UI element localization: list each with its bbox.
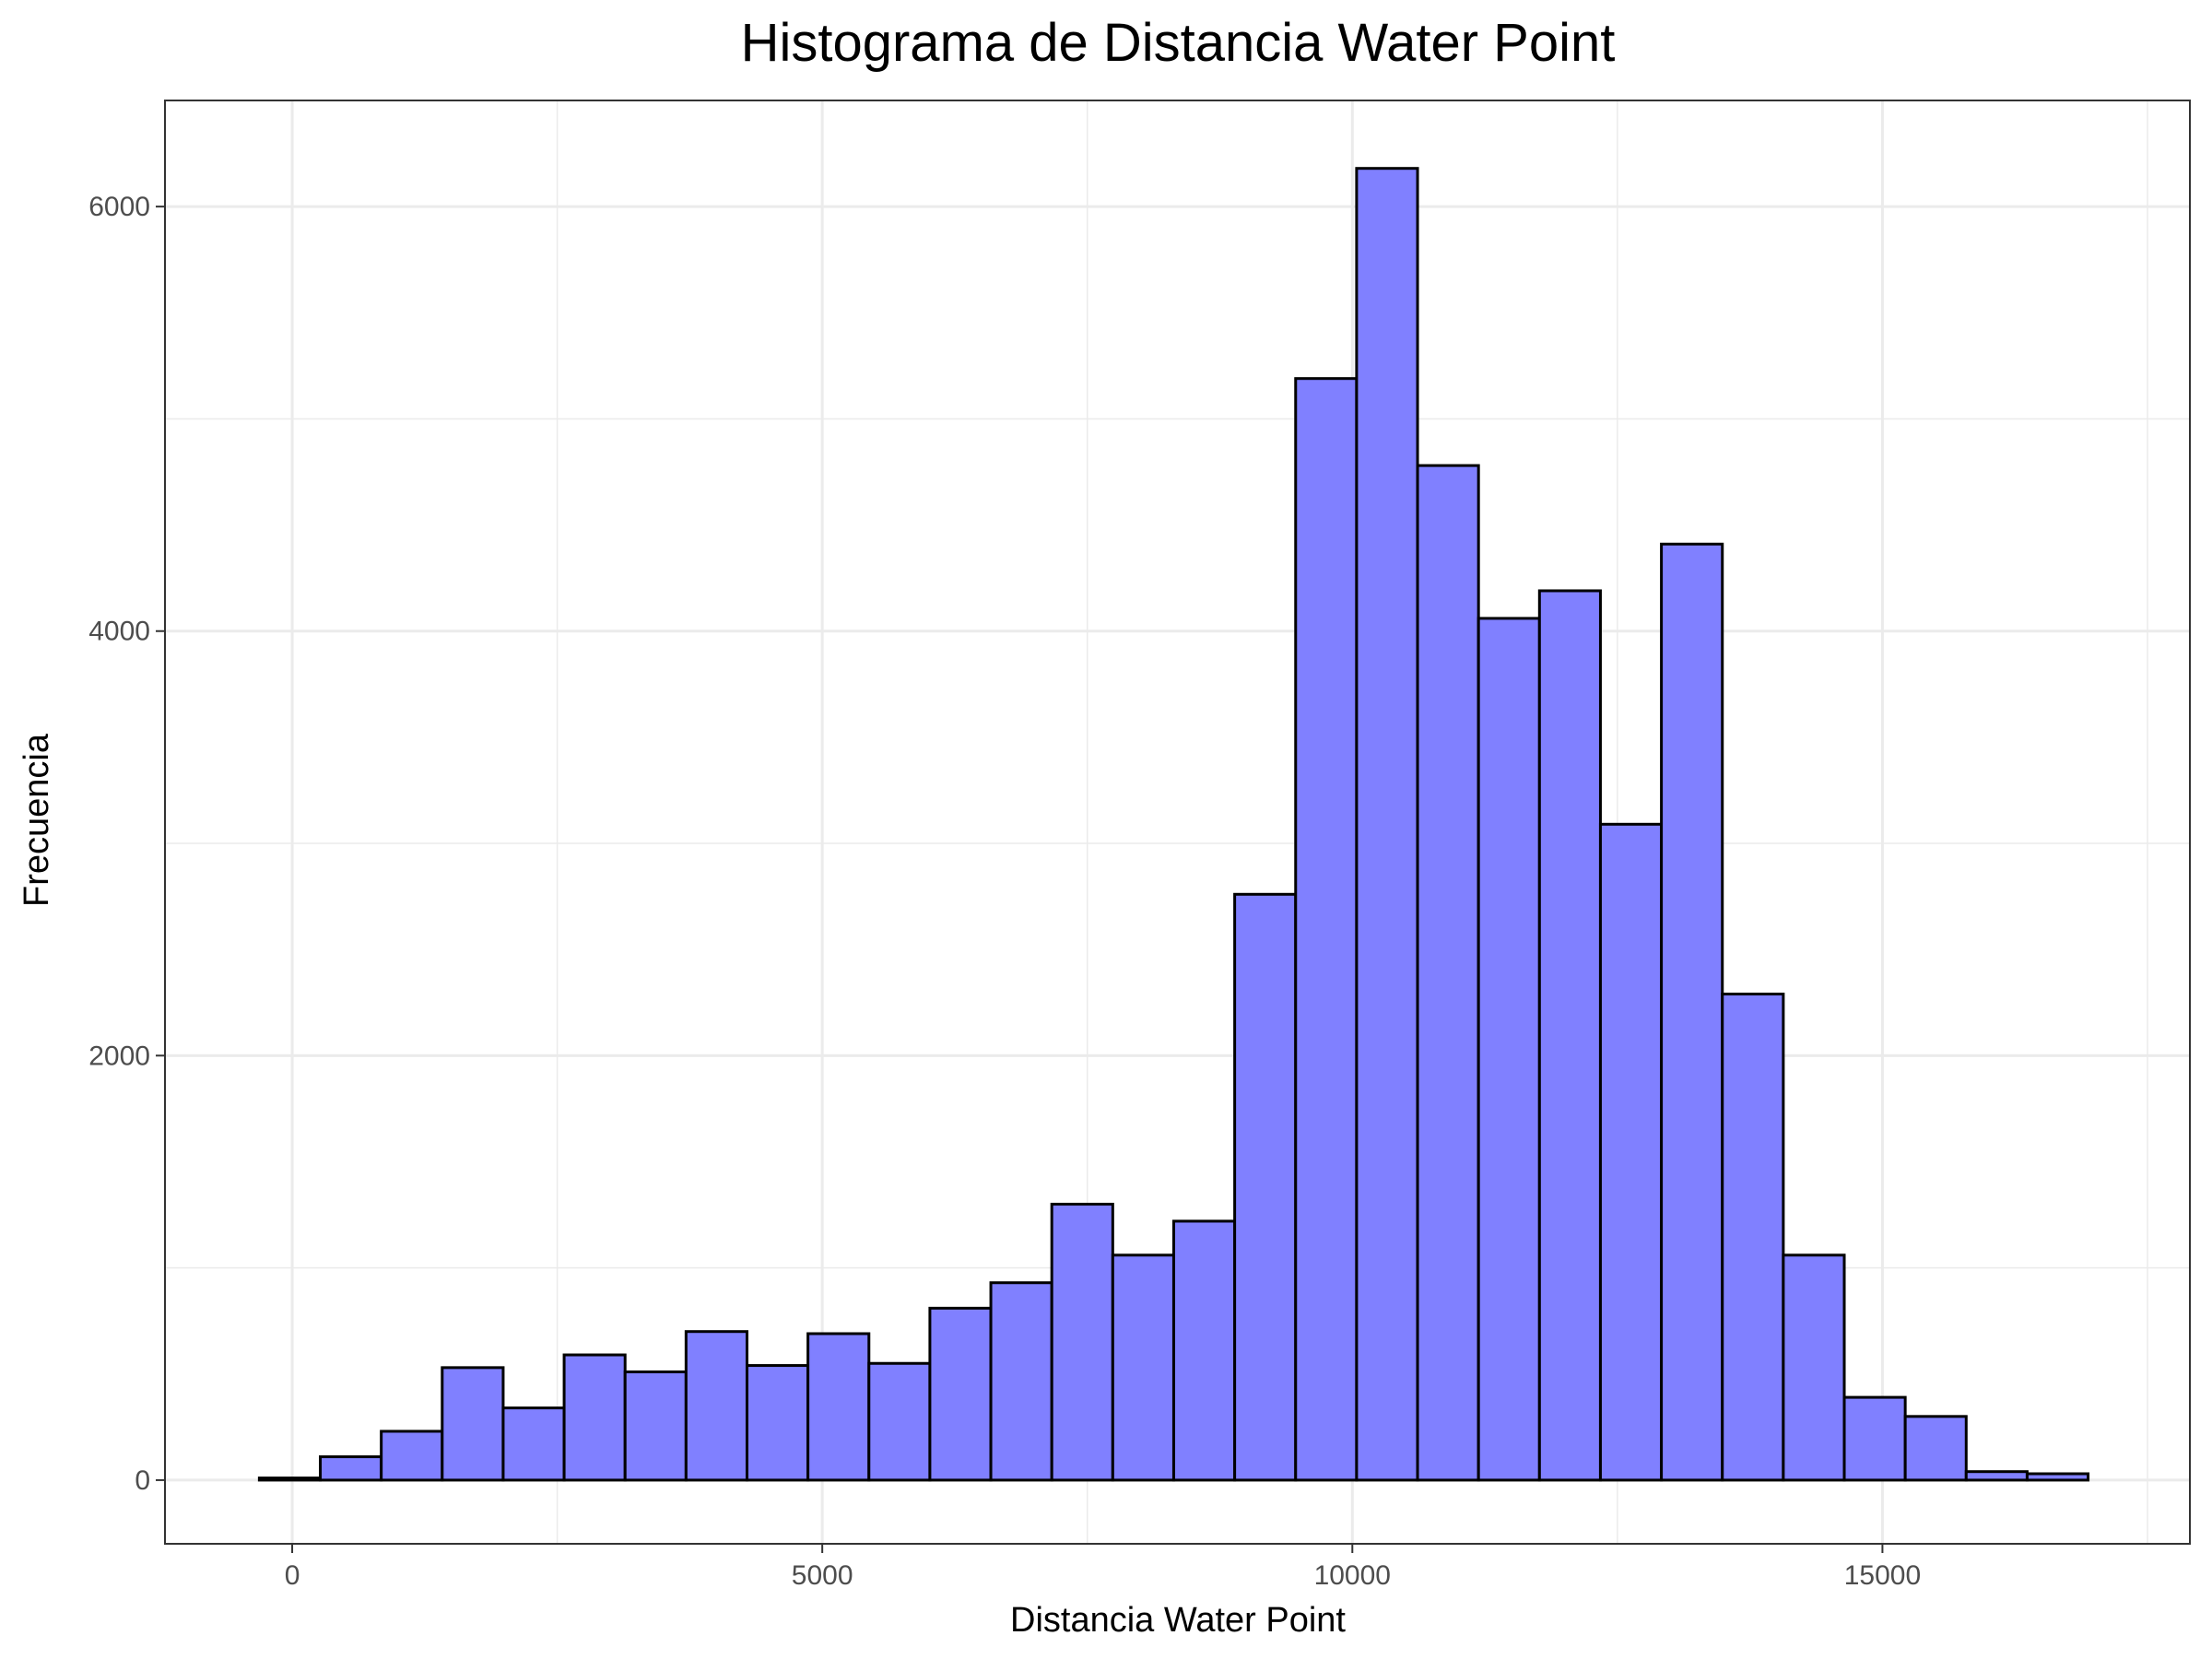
histogram-bar	[1477, 617, 1541, 1482]
histogram-bar	[989, 1281, 1053, 1482]
histogram-bar	[1416, 464, 1480, 1482]
histogram-bar	[1111, 1253, 1175, 1482]
histogram-bar	[928, 1306, 993, 1482]
histogram-bar	[1721, 993, 1785, 1482]
y-tick-label: 2000	[88, 1041, 150, 1071]
histogram-bar	[623, 1370, 688, 1482]
histogram-bar	[1537, 589, 1602, 1482]
y-axis: 0 2000 4000 6000	[88, 192, 165, 1496]
x-tick-label: 15000	[1844, 1560, 1921, 1591]
y-tick-label: 4000	[88, 617, 150, 647]
histogram-bar	[1233, 892, 1298, 1482]
y-axis-title: Frecuencia	[18, 733, 56, 907]
histogram-bar	[441, 1366, 505, 1482]
histogram-bar	[501, 1406, 566, 1482]
y-tick-label: 6000	[88, 192, 150, 222]
histogram-bar	[745, 1364, 810, 1482]
histogram-bar	[562, 1353, 627, 1482]
histogram-bar	[1355, 167, 1419, 1482]
histogram-bar	[257, 1477, 323, 1482]
histogram-bar	[380, 1430, 444, 1482]
histogram-bar	[1050, 1203, 1114, 1482]
histogram-bar	[1782, 1253, 1846, 1482]
histogram-bar	[1171, 1219, 1237, 1482]
histogram-bar	[1598, 822, 1664, 1482]
histogram-bar	[319, 1455, 383, 1482]
histogram-bar	[1842, 1395, 1907, 1482]
x-axis: 0 5000 10000 15000	[285, 1544, 1921, 1591]
y-tick-label: 0	[135, 1465, 150, 1496]
panel-border	[164, 100, 2191, 1545]
histogram-bar	[1294, 377, 1359, 1482]
histogram-bar	[1964, 1470, 2029, 1482]
histogram-bar	[684, 1330, 748, 1482]
histogram-bar	[806, 1332, 871, 1482]
x-tick-label: 0	[285, 1560, 300, 1591]
histogram-bar	[867, 1361, 932, 1482]
x-axis-title: Distancia Water Point	[1010, 1601, 1346, 1640]
histogram-bar	[1660, 542, 1724, 1482]
chart-title: Histograma de Distancia Water Point	[741, 13, 1616, 73]
x-tick-label: 5000	[792, 1560, 853, 1591]
histogram-bar	[2025, 1472, 2090, 1482]
histogram-bars	[257, 167, 2090, 1482]
histogram-bar	[1903, 1415, 1968, 1482]
x-tick-label: 10000	[1314, 1560, 1391, 1591]
